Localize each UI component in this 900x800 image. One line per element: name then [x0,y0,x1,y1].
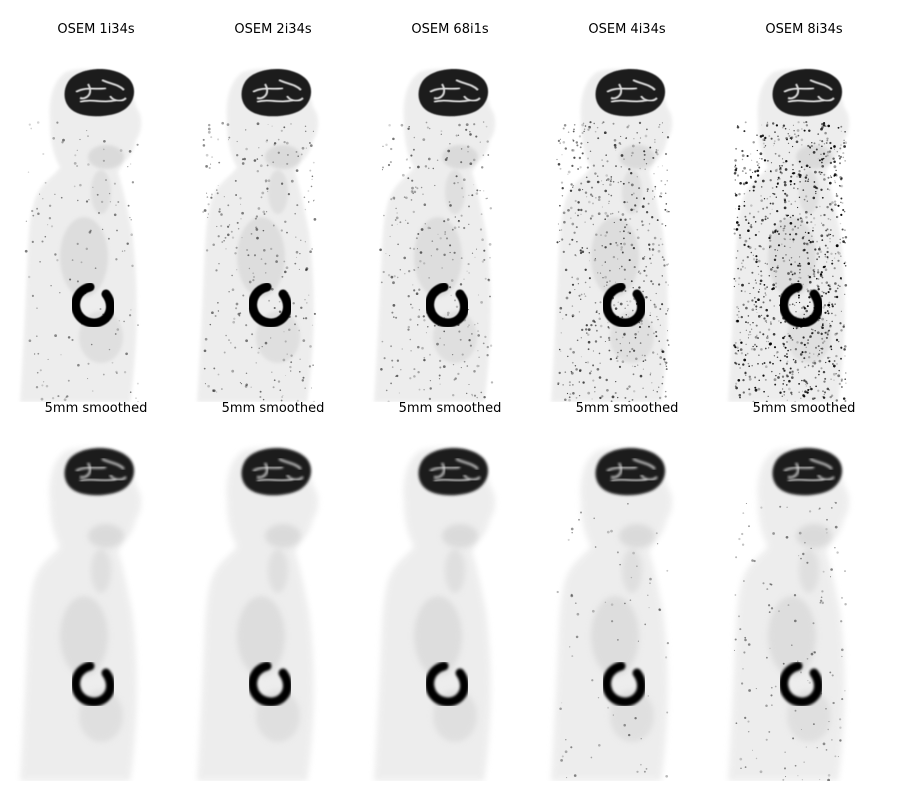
sagittal-pet-image [6,441,186,781]
panel-title: 5mm smoothed [183,401,363,417]
sagittal-pet-image [537,441,717,781]
sagittal-pet-image [360,62,540,402]
image-panel: OSEM 4i34s [537,22,717,402]
image-panel: 5mm smoothed [360,401,540,781]
sagittal-pet-image [6,62,186,402]
sagittal-pet-image [537,62,717,402]
image-panel: OSEM 8i34s [714,22,894,402]
image-panel: 5mm smoothed [183,401,363,781]
sagittal-pet-image [714,441,894,781]
panel-title: OSEM 4i34s [537,22,717,38]
panel-title: OSEM 68i1s [360,22,540,38]
sagittal-pet-image [360,441,540,781]
sagittal-pet-image [183,62,363,402]
panel-title: OSEM 8i34s [714,22,894,38]
image-panel: OSEM 2i34s [183,22,363,402]
sagittal-pet-image [714,62,894,402]
image-panel: 5mm smoothed [714,401,894,781]
panel-title: 5mm smoothed [360,401,540,417]
panel-title: 5mm smoothed [6,401,186,417]
image-panel: 5mm smoothed [537,401,717,781]
image-panel: 5mm smoothed [6,401,186,781]
panel-title: 5mm smoothed [714,401,894,417]
image-panel: OSEM 1i34s [6,22,186,402]
panel-title: OSEM 2i34s [183,22,363,38]
panel-title: 5mm smoothed [537,401,717,417]
image-panel: OSEM 68i1s [360,22,540,402]
sagittal-pet-image [183,441,363,781]
panel-title: OSEM 1i34s [6,22,186,38]
